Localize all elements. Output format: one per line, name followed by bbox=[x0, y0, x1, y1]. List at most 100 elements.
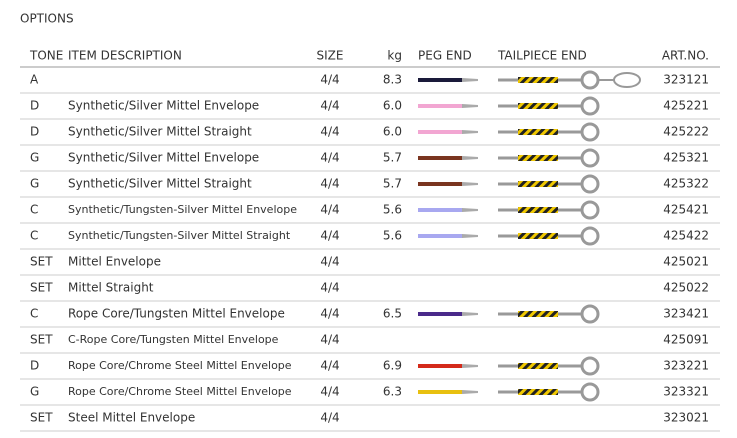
tail-winding bbox=[518, 207, 558, 213]
tail-loop bbox=[613, 72, 641, 88]
description: Synthetic/Silver Mittel Envelope bbox=[68, 99, 259, 113]
tone: C bbox=[30, 307, 38, 321]
tone: C bbox=[30, 203, 38, 217]
column-header: SIZE bbox=[317, 49, 344, 63]
art-no: 425322 bbox=[663, 177, 709, 191]
peg-tip bbox=[462, 312, 478, 316]
tail-ball bbox=[580, 148, 600, 168]
description: Rope Core/Chrome Steel Mittel Envelope bbox=[68, 359, 292, 372]
description: C-Rope Core/Tungsten Mittel Envelope bbox=[68, 333, 279, 346]
art-no: 425022 bbox=[663, 281, 709, 295]
peg-end bbox=[418, 130, 462, 134]
peg-end bbox=[418, 182, 462, 186]
tail-winding bbox=[518, 311, 558, 317]
peg-tip bbox=[462, 390, 478, 394]
weight: 6.0 bbox=[383, 125, 402, 139]
tail-ball bbox=[580, 304, 600, 324]
tone: SET bbox=[30, 281, 53, 295]
tone: A bbox=[30, 73, 39, 87]
size: 4/4 bbox=[320, 359, 339, 373]
size: 4/4 bbox=[320, 177, 339, 191]
description: Rope Core/Chrome Steel Mittel Envelope bbox=[68, 385, 292, 398]
description: Synthetic/Silver Mittel Envelope bbox=[68, 151, 259, 165]
description: Synthetic/Silver Mittel Straight bbox=[68, 125, 252, 139]
tail-ball bbox=[580, 174, 600, 194]
art-no: 425221 bbox=[663, 99, 709, 113]
tail-ball bbox=[580, 96, 600, 116]
weight: 5.7 bbox=[383, 177, 402, 191]
peg-end bbox=[418, 312, 462, 316]
peg-end bbox=[418, 390, 462, 394]
art-no: 425091 bbox=[663, 333, 709, 347]
tail-winding bbox=[518, 129, 558, 135]
size: 4/4 bbox=[320, 333, 339, 347]
tone: D bbox=[30, 99, 39, 113]
description: Synthetic/Tungsten-Silver Mittel Envelop… bbox=[68, 203, 297, 216]
peg-tip bbox=[462, 78, 478, 82]
weight: 6.0 bbox=[383, 99, 402, 113]
peg-end bbox=[418, 234, 462, 238]
tone: SET bbox=[30, 255, 53, 269]
tail-winding bbox=[518, 233, 558, 239]
description: Synthetic/Silver Mittel Straight bbox=[68, 177, 252, 191]
weight: 5.6 bbox=[383, 203, 402, 217]
tone: D bbox=[30, 125, 39, 139]
peg-end bbox=[418, 156, 462, 160]
art-no: 323421 bbox=[663, 307, 709, 321]
tone: G bbox=[30, 385, 39, 399]
size: 4/4 bbox=[320, 229, 339, 243]
peg-tip bbox=[462, 364, 478, 368]
tone: G bbox=[30, 151, 39, 165]
tail-ball bbox=[580, 122, 600, 142]
tail-ball bbox=[580, 356, 600, 376]
tail-winding bbox=[518, 363, 558, 369]
description: Synthetic/Tungsten-Silver Mittel Straigh… bbox=[68, 229, 291, 242]
column-header: ITEM DESCRIPTION bbox=[68, 49, 182, 63]
weight: 5.7 bbox=[383, 151, 402, 165]
tail-winding bbox=[518, 181, 558, 187]
tail-ball bbox=[580, 382, 600, 402]
peg-tip bbox=[462, 182, 478, 186]
weight: 5.6 bbox=[383, 229, 402, 243]
tone: SET bbox=[30, 333, 53, 347]
column-header: TONE bbox=[29, 49, 63, 63]
description: Steel Mittel Envelope bbox=[68, 411, 195, 425]
size: 4/4 bbox=[320, 255, 339, 269]
column-header: ART.NO. bbox=[662, 49, 709, 63]
weight: 6.5 bbox=[383, 307, 402, 321]
tail-winding bbox=[518, 77, 558, 83]
column-header: PEG END bbox=[418, 49, 472, 63]
peg-tip bbox=[462, 156, 478, 160]
art-no: 323321 bbox=[663, 385, 709, 399]
column-header: kg bbox=[387, 49, 402, 63]
peg-end bbox=[418, 104, 462, 108]
tail-winding bbox=[518, 103, 558, 109]
peg-end bbox=[418, 208, 462, 212]
weight: 6.3 bbox=[383, 385, 402, 399]
art-no: 425421 bbox=[663, 203, 709, 217]
tail-winding bbox=[518, 155, 558, 161]
size: 4/4 bbox=[320, 151, 339, 165]
art-no: 425422 bbox=[663, 229, 709, 243]
description: Rope Core/Tungsten Mittel Envelope bbox=[68, 307, 285, 321]
tail-ball bbox=[580, 226, 600, 246]
size: 4/4 bbox=[320, 203, 339, 217]
peg-tip bbox=[462, 130, 478, 134]
size: 4/4 bbox=[320, 73, 339, 87]
tone: D bbox=[30, 359, 39, 373]
size: 4/4 bbox=[320, 281, 339, 295]
size: 4/4 bbox=[320, 99, 339, 113]
peg-tip bbox=[462, 234, 478, 238]
description: Mittel Envelope bbox=[68, 255, 161, 269]
tone: C bbox=[30, 229, 38, 243]
weight: 6.9 bbox=[383, 359, 402, 373]
weight: 8.3 bbox=[383, 73, 402, 87]
art-no: 425222 bbox=[663, 125, 709, 139]
size: 4/4 bbox=[320, 307, 339, 321]
peg-end bbox=[418, 364, 462, 368]
peg-end bbox=[418, 78, 462, 82]
peg-tip bbox=[462, 208, 478, 212]
art-no: 425321 bbox=[663, 151, 709, 165]
art-no: 425021 bbox=[663, 255, 709, 269]
